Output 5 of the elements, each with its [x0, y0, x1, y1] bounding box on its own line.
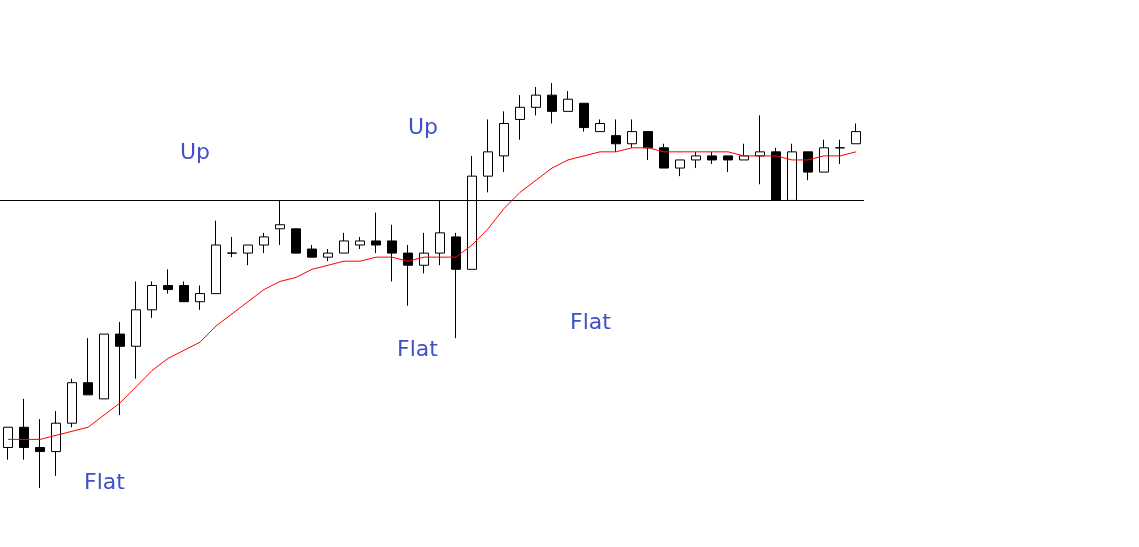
annotation: Up: [408, 113, 439, 139]
annotation: Up: [180, 138, 211, 164]
annotation: Flat: [570, 308, 612, 334]
annotation: Flat: [84, 468, 126, 494]
annotation: Flat: [397, 335, 439, 361]
